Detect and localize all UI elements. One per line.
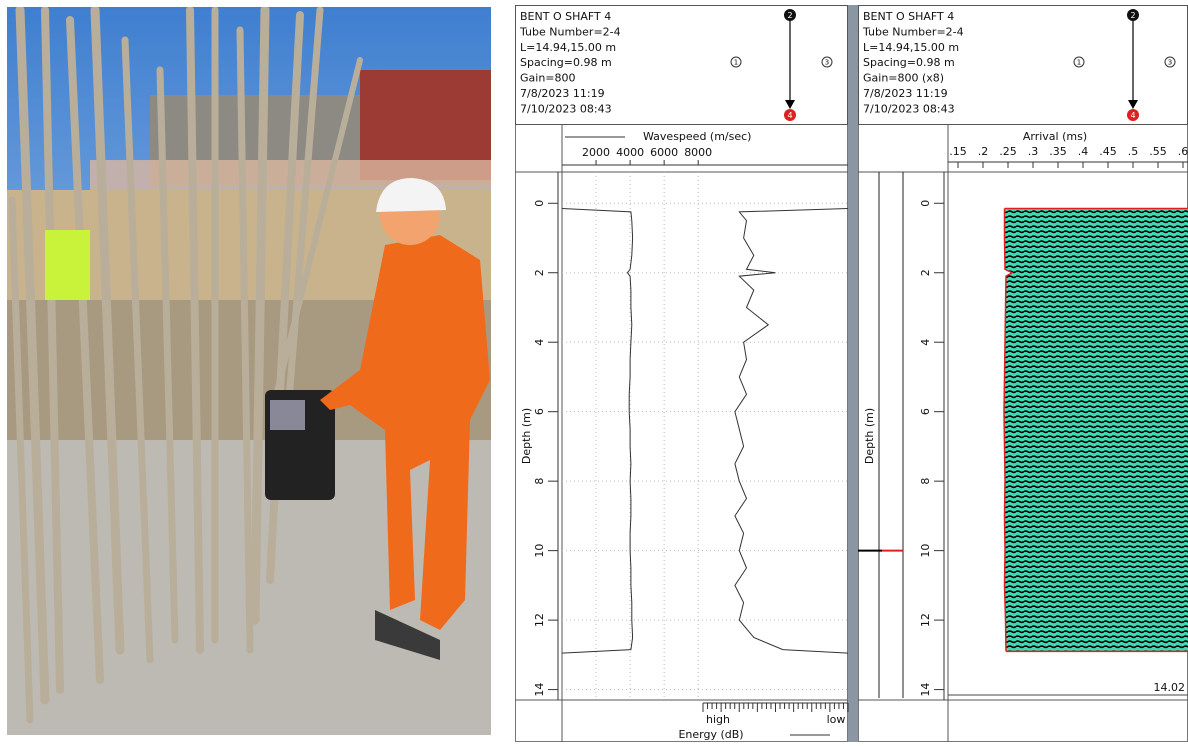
x-tick-label: 6000	[650, 146, 678, 159]
tube-label: 2	[787, 11, 792, 20]
y-tick-label: 4	[919, 339, 932, 346]
legend-label: Wavespeed (m/sec)	[643, 130, 751, 143]
header-line: Tube Number=2-4	[519, 25, 621, 38]
y-tick-label: 6	[919, 408, 932, 415]
tube-source	[784, 9, 796, 21]
header-line: 7/10/2023 08:43	[520, 102, 612, 115]
tube-other	[730, 56, 742, 68]
y-axis-label: Depth (m)	[520, 408, 533, 464]
header-line: 7/8/2023 11:19	[520, 87, 605, 100]
header-line: Tube Number=2-4	[862, 25, 964, 38]
header-line: L=14.94,15.00 m	[520, 41, 616, 54]
tube-label: 2	[1130, 11, 1135, 20]
y-tick-label: 6	[533, 408, 546, 415]
tube-label: 3	[825, 59, 829, 67]
series-line	[561, 208, 634, 654]
site-photo	[7, 7, 491, 735]
tube-label: 4	[1130, 111, 1135, 120]
x-tick-label: 2000	[582, 146, 610, 159]
y-tick-label: 4	[533, 339, 546, 346]
x2-end-label: low	[827, 713, 846, 726]
x-tick-label: 8000	[684, 146, 712, 159]
legend-label: Energy (dB)	[678, 728, 743, 741]
x-tick-label: .45	[1099, 145, 1117, 158]
x-tick-label: .3	[1028, 145, 1039, 158]
tube-label: 1	[1077, 59, 1081, 67]
y-tick-label: 12	[919, 613, 932, 627]
annotation: 14.02	[1154, 681, 1186, 694]
tube-source	[1127, 9, 1139, 21]
y-tick-label: 10	[919, 544, 932, 558]
first-arrival	[1003, 208, 1014, 652]
x-tick-label: .35	[1049, 145, 1067, 158]
y-tick-label: 0	[533, 200, 546, 207]
y-tick-label: 10	[533, 544, 546, 558]
tube-arrow	[1128, 100, 1138, 109]
tube-receiver	[784, 109, 796, 121]
y-tick-label: 2	[533, 269, 546, 276]
y-tick-label: 12	[533, 613, 546, 627]
header-line: 7/10/2023 08:43	[863, 102, 955, 115]
header-line: L=14.94,15.00 m	[863, 41, 959, 54]
charts: BENT O SHAFT 4 Tube Number=2-4 L=14.94,15.…	[515, 5, 1188, 742]
y-tick-label: 2	[919, 269, 932, 276]
y-tick-label: 14	[533, 683, 546, 697]
x2-end-label: high	[706, 713, 730, 726]
header-line: Spacing=0.98 m	[520, 56, 612, 69]
header-line: BENT O SHAFT 4	[863, 10, 954, 23]
tube-other	[821, 56, 833, 68]
waterfall-traces	[1004, 208, 1188, 652]
y-tick-label: 8	[919, 478, 932, 485]
tube-other	[1073, 56, 1085, 68]
x-tick-label: .15	[949, 145, 967, 158]
header-line: Gain=800 (x8)	[863, 72, 944, 85]
header-line: BENT O SHAFT 4	[520, 10, 611, 23]
header-line: 7/8/2023 11:19	[863, 87, 948, 100]
tube-other	[1164, 56, 1176, 68]
x-axis-label: Arrival (ms)	[1023, 130, 1087, 143]
y-tick-label: 14	[919, 683, 932, 697]
x-tick-label: .25	[999, 145, 1017, 158]
tube-label: 1	[734, 59, 738, 67]
tube-arrow	[785, 100, 795, 109]
x-tick-label: .6	[1178, 145, 1188, 158]
x-tick-label: 4000	[616, 146, 644, 159]
x-tick-label: .4	[1078, 145, 1089, 158]
x-tick-label: .2	[978, 145, 989, 158]
x-tick-label: .5	[1128, 145, 1139, 158]
y-axis-label: Depth (m)	[863, 408, 876, 464]
series-line	[734, 208, 849, 654]
panel-divider	[848, 5, 858, 742]
header-line: Gain=800	[520, 72, 576, 85]
x-tick-label: .55	[1149, 145, 1167, 158]
header-line: Spacing=0.98 m	[863, 56, 955, 69]
tube-receiver	[1127, 109, 1139, 121]
y-tick-label: 0	[919, 200, 932, 207]
tube-label: 3	[1168, 59, 1172, 67]
y-tick-label: 8	[533, 478, 546, 485]
tube-label: 4	[787, 111, 792, 120]
